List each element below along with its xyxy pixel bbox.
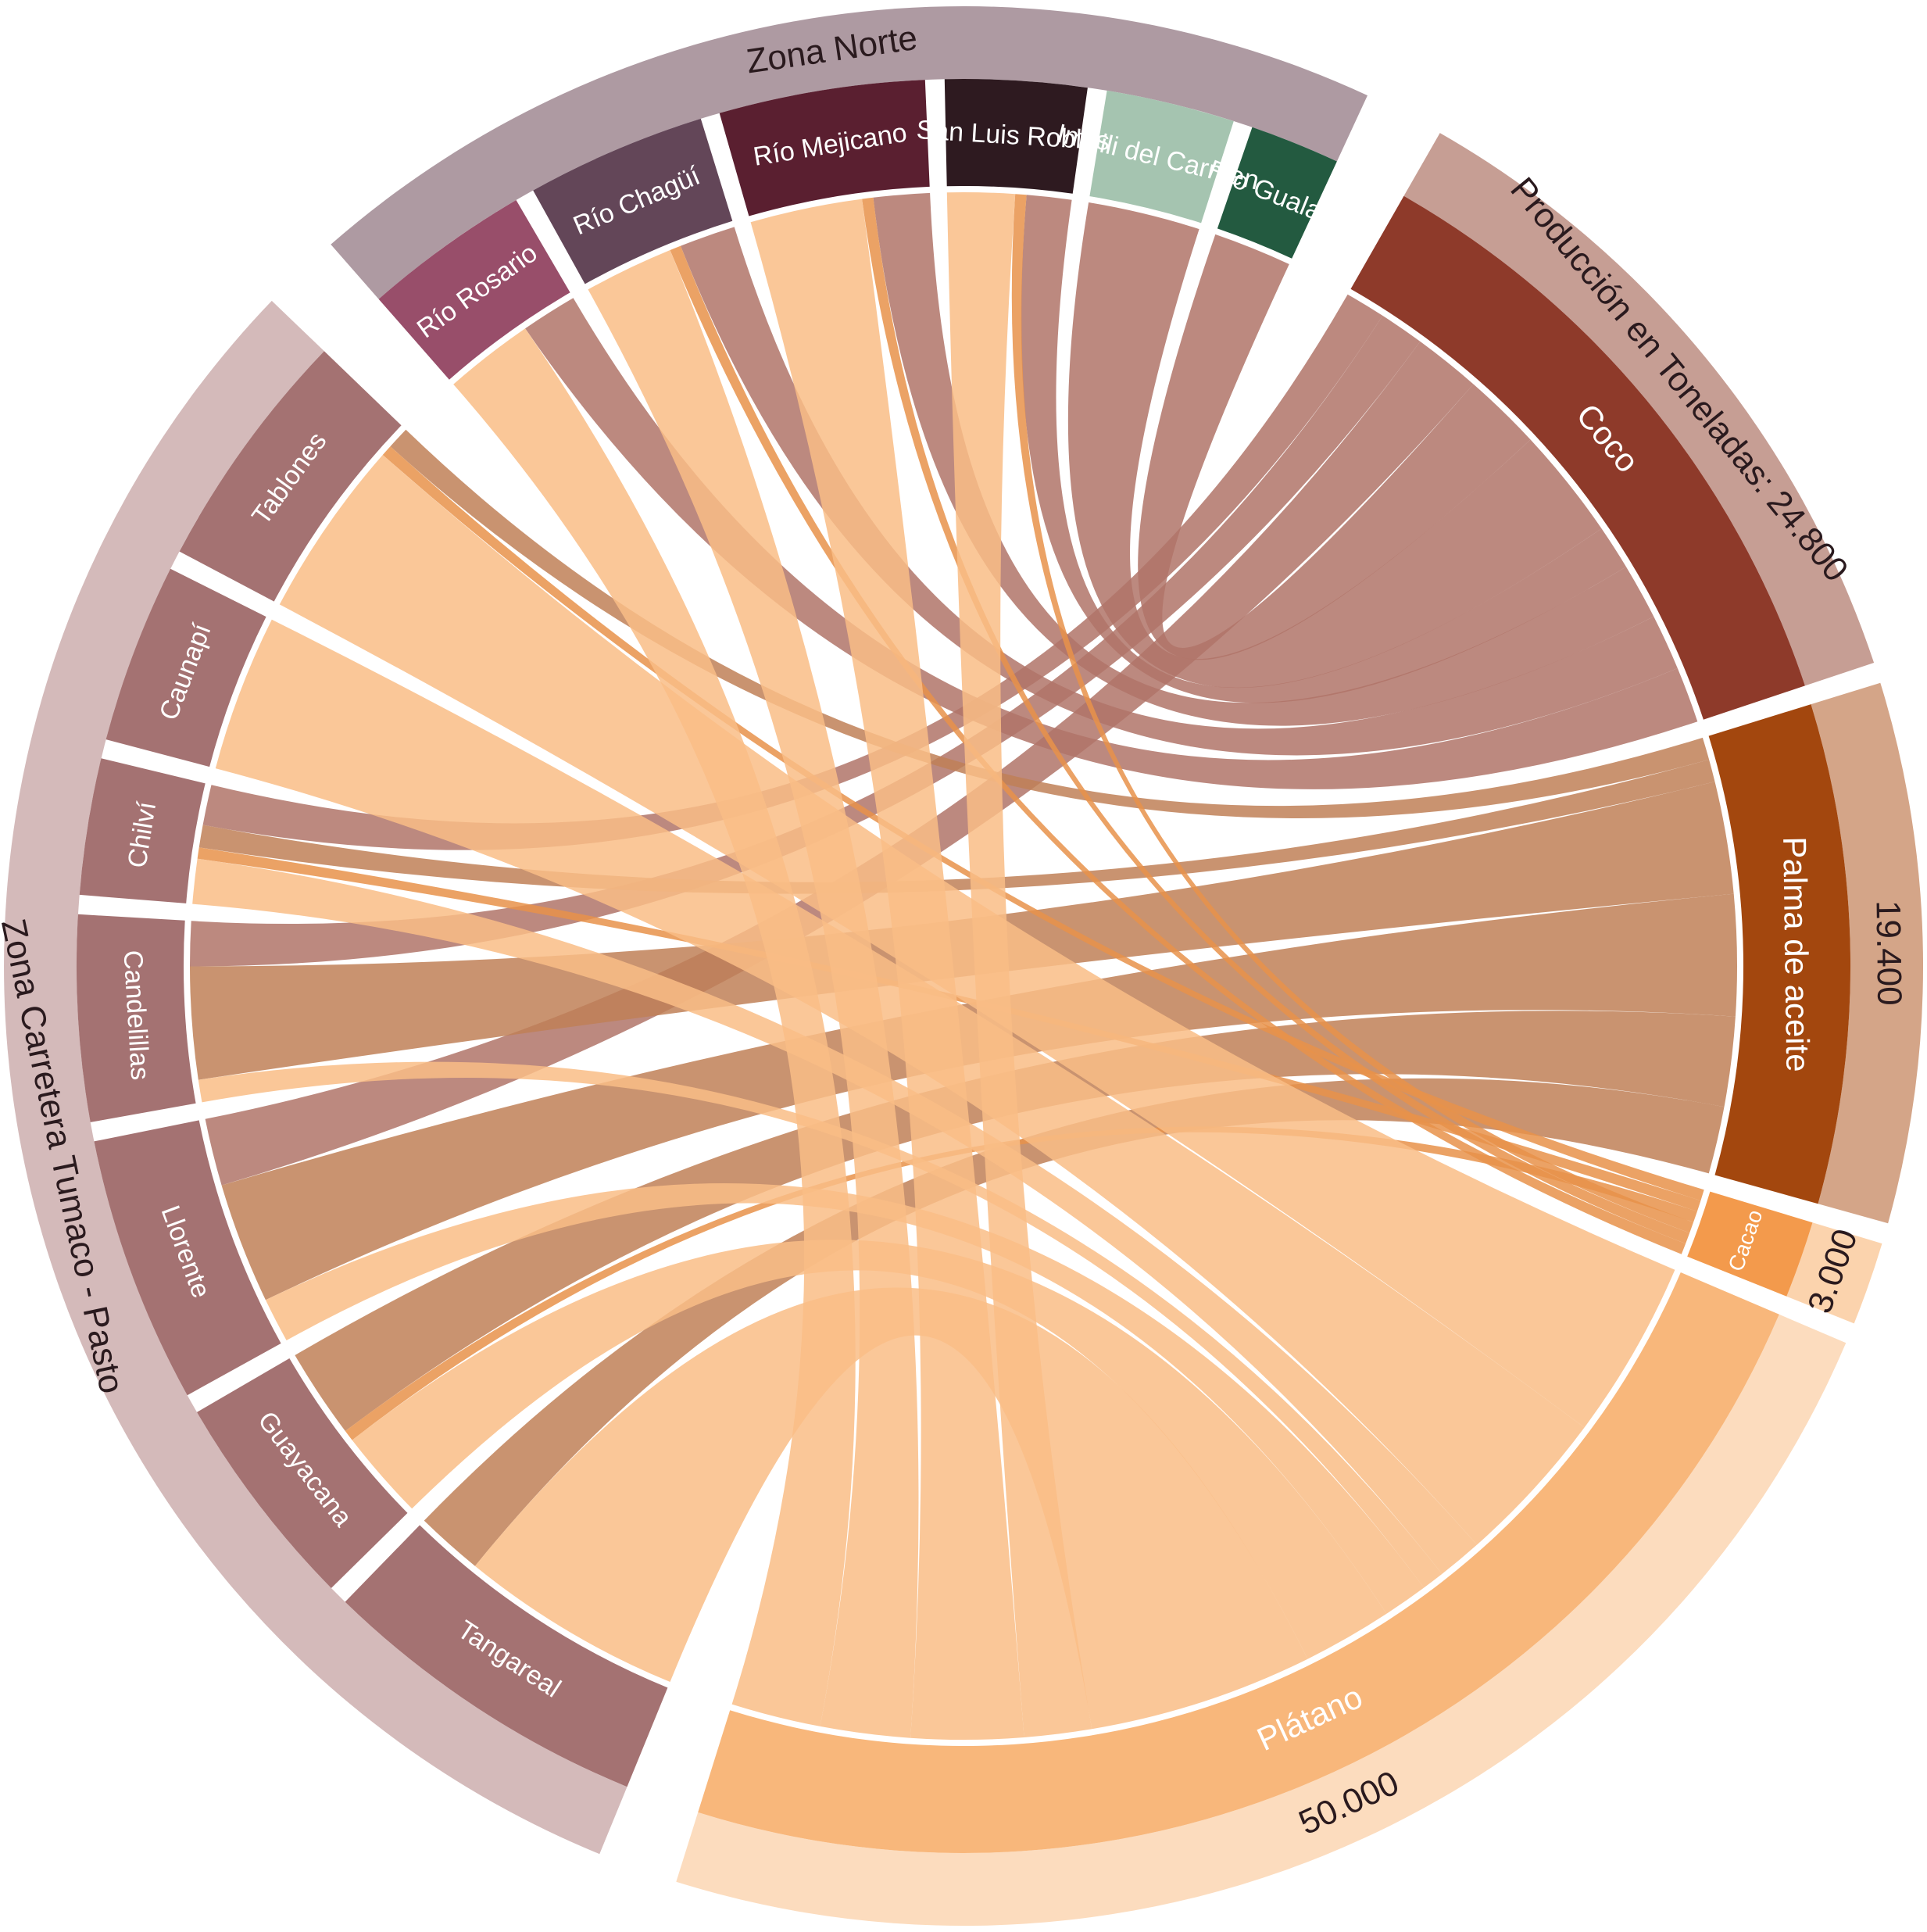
source-arc — [533, 118, 733, 284]
value-ring — [676, 1314, 1847, 1927]
chord — [1138, 234, 1531, 660]
nodes — [76, 79, 1851, 1853]
chord — [750, 199, 1024, 1741]
value-ring — [1811, 682, 1924, 1224]
chord — [390, 429, 1710, 818]
chord — [202, 294, 1383, 850]
chord — [205, 341, 1474, 1186]
chord — [352, 1240, 1387, 1659]
source-arc — [1089, 90, 1234, 224]
source-arc — [1217, 127, 1337, 259]
source-arc — [378, 200, 570, 380]
chord — [681, 227, 1678, 756]
chord — [198, 1061, 1443, 1588]
chords — [189, 191, 1738, 1741]
group-ring — [331, 5, 1367, 299]
source-arc — [179, 351, 402, 602]
value-label: 19.400 — [1869, 900, 1909, 1006]
chord — [525, 298, 1698, 789]
target-arc — [698, 1272, 1779, 1853]
source-arc — [105, 568, 266, 767]
group-ring — [4, 300, 627, 1855]
value-ring — [1403, 133, 1875, 686]
source-arc — [944, 79, 1088, 194]
target-arc — [1708, 704, 1851, 1204]
target-arc — [1350, 195, 1805, 720]
chord — [424, 1078, 1725, 1566]
chord — [221, 893, 1738, 1301]
source-arc — [719, 80, 930, 216]
value-ring — [1786, 1222, 1882, 1324]
source-arc — [197, 1358, 408, 1588]
chord — [946, 191, 1092, 1737]
source-arc — [76, 914, 196, 1122]
source-arc — [79, 758, 206, 903]
source-arc — [94, 1120, 281, 1396]
source-arc — [345, 1525, 668, 1787]
chord — [453, 328, 856, 1726]
chord — [474, 1287, 1308, 1730]
chord — [279, 455, 1675, 1428]
rings — [4, 5, 1924, 1927]
chord — [215, 619, 1585, 1545]
value-label: 19.400 — [1869, 900, 1909, 1006]
target-arc — [1687, 1191, 1813, 1297]
chord — [1067, 202, 1602, 689]
target-label: Palma de aceite — [1776, 836, 1816, 1072]
